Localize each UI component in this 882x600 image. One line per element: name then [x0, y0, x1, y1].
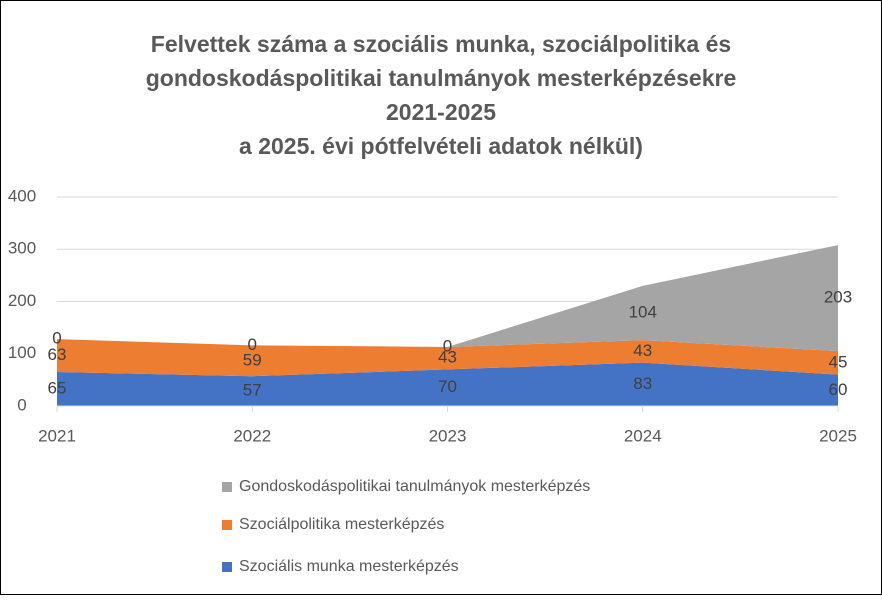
- data-label: 63: [48, 345, 67, 364]
- chart-title: Felvettek száma a szociális munka, szoci…: [151, 31, 731, 57]
- area: [57, 339, 838, 377]
- data-label: 0: [443, 336, 452, 355]
- y-tick-label: 200: [8, 291, 36, 310]
- data-label: 70: [438, 377, 457, 396]
- x-tick-label: 2021: [38, 426, 76, 445]
- legend-swatch: [222, 520, 232, 530]
- legend-label: Szociális munka mesterképzés: [239, 558, 459, 575]
- y-tick-label: 400: [8, 186, 36, 205]
- chart-title: a 2025. évi pótfelvételi adatok nélkül): [239, 133, 643, 159]
- y-tick-label: 0: [17, 395, 26, 414]
- y-tick-label: 100: [8, 343, 36, 362]
- data-label: 60: [829, 380, 848, 399]
- data-label: 59: [243, 350, 262, 369]
- data-label: 45: [829, 352, 848, 371]
- legend-label: Szociálpolitika mesterképzés: [239, 516, 444, 533]
- y-tick-label: 300: [8, 239, 36, 258]
- legend-swatch: [222, 562, 232, 572]
- data-label: 83: [633, 374, 652, 393]
- chart-title: gondoskodáspolitikai tanulmányok mesterk…: [146, 65, 737, 91]
- x-tick-label: 2025: [819, 426, 857, 445]
- data-label: 65: [48, 379, 67, 398]
- x-tick-label: 2022: [233, 426, 271, 445]
- chart-title: 2021-2025: [386, 99, 496, 125]
- area: [57, 245, 838, 352]
- legend-label: Gondoskodáspolitikai tanulmányok mesterk…: [239, 478, 590, 495]
- data-label: 0: [52, 329, 61, 348]
- data-label: 104: [629, 302, 657, 321]
- legend-swatch: [222, 482, 232, 492]
- data-label: 57: [243, 381, 262, 400]
- area: [57, 362, 838, 406]
- data-label: 0: [248, 335, 257, 354]
- data-label: 43: [438, 348, 457, 367]
- x-tick-label: 2024: [624, 426, 662, 445]
- data-label: 203: [824, 288, 852, 307]
- x-tick-label: 2023: [429, 426, 467, 445]
- data-label: 43: [633, 341, 652, 360]
